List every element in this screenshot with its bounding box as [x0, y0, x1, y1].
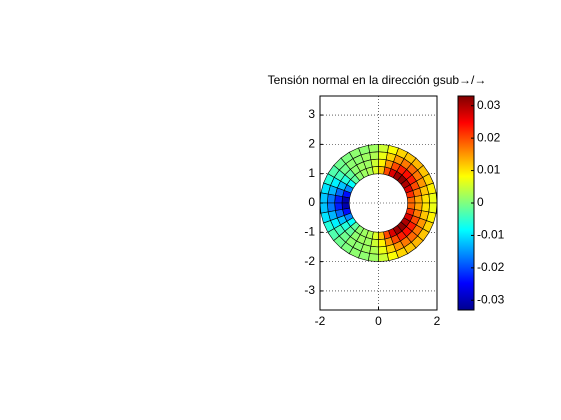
colorbar-tick-label: -0.01 — [477, 228, 505, 242]
mesh-cell — [367, 253, 379, 262]
mesh-cell — [406, 202, 416, 210]
mesh-cell — [428, 202, 438, 214]
y-tick-label: -2 — [304, 254, 315, 268]
colorbar-tick-label: 0.02 — [477, 130, 501, 144]
chart-title: Tensión normal en la dirección gsub→/→ — [268, 73, 487, 87]
mesh-cell — [378, 158, 387, 168]
y-tick-label: 3 — [308, 107, 315, 121]
mesh-cell — [367, 144, 379, 153]
x-tick-label: -2 — [315, 314, 326, 328]
y-tick-label: -3 — [304, 283, 315, 297]
mesh-cell — [370, 238, 379, 248]
mesh-cell — [378, 166, 386, 175]
mesh-cell — [421, 202, 431, 213]
colorbar-tick-label: -0.02 — [477, 260, 505, 274]
mesh-cell — [428, 192, 438, 204]
mesh-cell — [369, 245, 379, 255]
mesh-cell — [371, 231, 379, 240]
colorbar-tick-label: 0.03 — [477, 98, 501, 112]
mesh-cell — [334, 195, 343, 204]
x-tick-label: 2 — [434, 314, 441, 328]
y-tick-label: -1 — [304, 224, 315, 238]
mesh-cell — [378, 144, 390, 153]
x-tick-label: 0 — [375, 314, 382, 328]
mesh-cell — [378, 151, 388, 161]
colorbar-tick-label: 0.01 — [477, 163, 501, 177]
mesh-cell — [319, 192, 329, 204]
mesh-cell — [414, 202, 423, 211]
mesh-cell — [319, 202, 329, 214]
colorbar-tick-label: -0.03 — [477, 292, 505, 306]
y-tick-label: 0 — [308, 195, 315, 209]
mesh-cell — [378, 253, 390, 262]
mesh-cell — [341, 196, 351, 204]
colorbar-tick-label: 0 — [477, 195, 484, 209]
mesh-cell — [326, 193, 336, 204]
plot-area — [319, 96, 438, 310]
y-tick-label: 2 — [308, 137, 315, 151]
y-tick-label: 1 — [308, 166, 315, 180]
